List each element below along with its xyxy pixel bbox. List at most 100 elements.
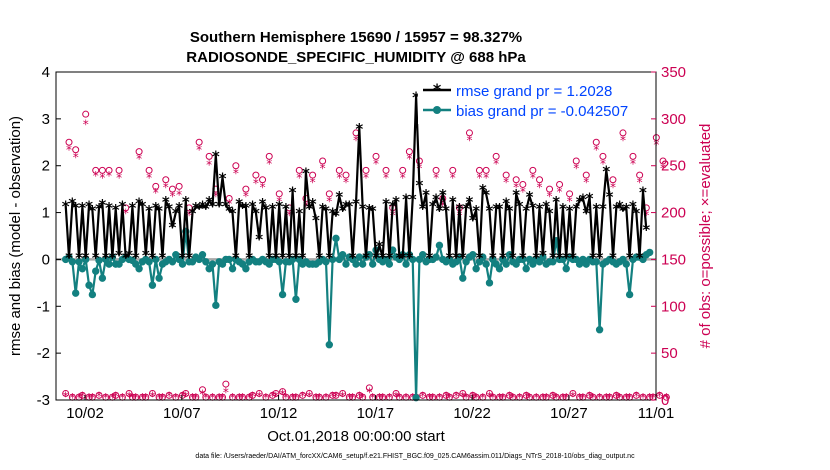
rmse-point: *	[389, 198, 397, 216]
chart-title-line1: Southern Hemisphere 15690 / 15957 = 98.3…	[190, 29, 522, 46]
rmse-point: *	[375, 237, 383, 255]
obs-evaluated-point: *	[393, 389, 399, 403]
obs-evaluated-point: *	[343, 176, 349, 190]
obs-possible-point	[72, 146, 80, 154]
obs-possible-point	[272, 389, 280, 397]
obs-possible-point	[162, 176, 170, 184]
rmse-point: *	[402, 191, 410, 209]
rmse-point: *	[622, 200, 630, 218]
bias-point	[459, 274, 467, 282]
obs-possible-point	[432, 166, 440, 174]
rmse-point: *	[242, 199, 250, 217]
obs-evaluated-point: *	[623, 391, 629, 405]
bias-point	[419, 251, 427, 259]
rmse-point: *	[189, 205, 197, 223]
obs-evaluated-point: *	[166, 389, 172, 403]
obs-possible-point	[342, 171, 350, 179]
obs-possible-point	[632, 391, 640, 399]
obs-evaluated-point: *	[79, 389, 85, 403]
obs-possible-point	[502, 171, 510, 179]
obs-evaluated-point: *	[300, 389, 306, 403]
rmse-point: *	[422, 186, 430, 204]
y-tick-left-label: -2	[37, 345, 50, 362]
obs-evaluated-point: *	[406, 152, 412, 166]
obs-evaluated-point: *	[660, 162, 666, 176]
rmse-point: *	[329, 205, 337, 223]
bias-point	[75, 258, 83, 266]
rmse-point: *	[105, 199, 113, 217]
obs-evaluated-point: *	[443, 389, 449, 403]
rmse-point: *	[98, 196, 106, 214]
obs-evaluated-point: *	[333, 389, 339, 403]
y-axis-left-label: rmse and bias (model - observation)	[7, 116, 24, 356]
rmse-point: *	[506, 202, 514, 220]
obs-evaluated-point: *	[633, 389, 639, 403]
bias-point	[332, 234, 340, 243]
obs-possible-point	[135, 148, 143, 156]
obs-possible-point	[165, 391, 173, 399]
obs-evaluated-point: *	[533, 391, 539, 405]
obs-possible-point	[572, 157, 580, 165]
obs-possible-point	[569, 389, 577, 397]
obs-evaluated-point: *	[603, 391, 609, 405]
bias-point	[432, 253, 440, 261]
y-tick-left-label: 4	[42, 64, 50, 81]
rmse-point: *	[549, 249, 557, 267]
obs-possible-point	[599, 152, 607, 160]
bias-point	[178, 260, 187, 268]
obs-evaluated-point: *	[400, 171, 406, 185]
obs-possible-point	[65, 138, 73, 146]
obs-evaluated-point: *	[463, 391, 469, 405]
obs-possible-point	[362, 166, 370, 174]
obs-evaluated-point: *	[366, 386, 372, 400]
legend-box	[418, 78, 644, 124]
obs-evaluated-point: *	[496, 391, 502, 405]
bias-point	[625, 290, 634, 299]
bias-point	[202, 258, 210, 266]
obs-evaluated-point: *	[316, 391, 322, 405]
rmse-point: *	[135, 194, 143, 212]
rmse-point: *	[152, 199, 160, 217]
bias-series	[61, 227, 654, 402]
obs-evaluated-point: *	[220, 391, 226, 405]
obs-possible-point	[452, 391, 460, 399]
y-tick-left-label: 1	[42, 205, 50, 222]
obs-evaluated-point: *	[253, 177, 259, 191]
obs-evaluated-point: *	[266, 157, 272, 171]
obs-evaluated-point: *	[123, 207, 129, 221]
obs-evaluated-point: *	[503, 176, 509, 190]
obs-possible-point	[62, 389, 70, 397]
rmse-point: *	[599, 200, 607, 218]
obs-evaluated-point: *	[256, 389, 262, 403]
rmse-point: *	[476, 249, 484, 267]
obs-evaluated-point: *	[360, 391, 366, 405]
obs-evaluated-point: *	[313, 391, 319, 405]
legend-rmse-label: rmse grand pr = 1.2028	[456, 83, 612, 100]
obs-evaluated-point: *	[183, 389, 189, 403]
bias-point	[208, 260, 217, 268]
obs-evaluated-point: *	[557, 185, 563, 199]
rmse-point: *	[199, 198, 207, 216]
obs-evaluated-point: *	[159, 391, 165, 405]
rmse-point: *	[212, 147, 220, 165]
plot-frame	[55, 71, 657, 401]
obs-evaluated-point: *	[89, 391, 95, 405]
obs-possible-point	[309, 171, 317, 179]
rmse-point: *	[269, 200, 277, 218]
rmse-point: *	[385, 249, 393, 267]
obs-evaluated-point: *	[223, 386, 229, 400]
rmse-point: *	[405, 249, 413, 267]
obs-possible-point	[619, 129, 627, 137]
rmse-point: *	[616, 198, 624, 216]
rmse-point: *	[332, 207, 340, 225]
obs-evaluated-point: *	[580, 391, 586, 405]
obs-evaluated-point: *	[370, 391, 376, 405]
rmse-point: *	[409, 191, 417, 209]
rmse-point: *	[512, 186, 520, 204]
obs-evaluated-point: *	[250, 389, 256, 403]
bias-point	[71, 289, 80, 297]
obs-evaluated-point: *	[340, 389, 346, 403]
rmse-point: *	[602, 162, 610, 180]
obs-evaluated-point: *	[260, 180, 266, 194]
